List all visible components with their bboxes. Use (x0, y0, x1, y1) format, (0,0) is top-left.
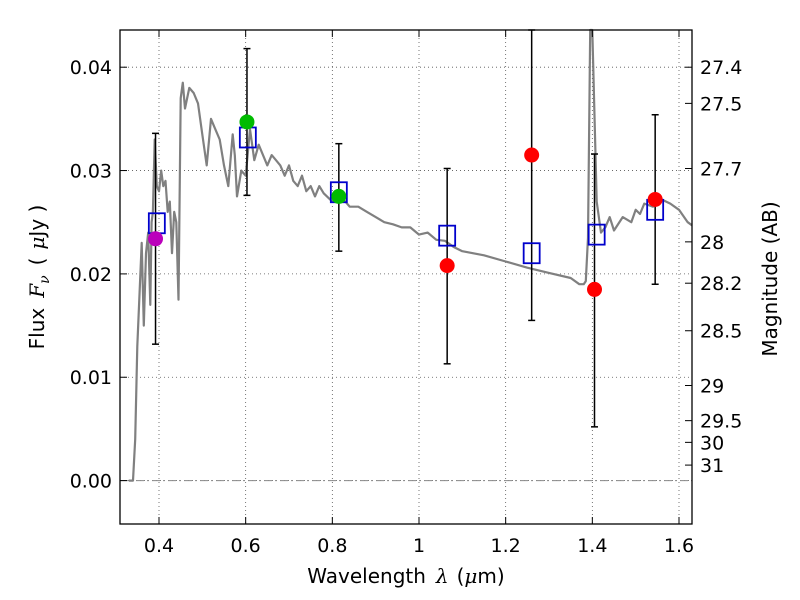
y2-tick-label: 27.5 (700, 93, 742, 115)
x-tick-label: 0.8 (317, 535, 347, 557)
model-photometry-square (522, 242, 541, 265)
observed-data-point (647, 191, 663, 207)
x-tick-label: 0.4 (144, 535, 174, 557)
y2-tick-label: 29 (700, 376, 724, 398)
plot-frame (119, 29, 693, 525)
observed-data-point (587, 281, 602, 297)
model-photometry-square (438, 224, 457, 247)
y2-tick-label: 28.5 (700, 321, 742, 343)
y-axis-label: FluxFν(μJy ) (25, 205, 53, 350)
model-photometry-square (587, 223, 606, 246)
x-tick-label: 1.4 (577, 535, 607, 557)
observed-data-point (239, 114, 255, 130)
observed-data-point (148, 231, 164, 247)
x-tick-label: 1.6 (664, 535, 694, 557)
y-tick-label: 0.02 (70, 264, 112, 286)
x-tick-label: 1 (413, 535, 425, 557)
y2-tick-label: 27.4 (700, 57, 742, 79)
y-tick-label: 0.01 (70, 367, 112, 389)
observed-data-point (331, 188, 347, 204)
y2-tick-label: 27.7 (700, 158, 742, 180)
y2-tick-label: 31 (700, 455, 724, 477)
y2-tick-label: 28 (700, 232, 724, 254)
observed-data-point (524, 147, 540, 163)
observed-data-point (439, 258, 455, 274)
y2-tick-label: 28.2 (700, 273, 742, 295)
x-axis-label: Wavelength λ (μm) (307, 564, 504, 588)
x-tick-label: 1.2 (491, 535, 521, 557)
y2-tick-label: 29.5 (700, 411, 742, 433)
plot-area (128, 28, 693, 482)
y-tick-label: 0.00 (70, 471, 112, 493)
axes-ticks: 0.4 0.6 0.8 1 1.2 1.4 1.6 0.00 0.01 0.02 0.03 0.04 2… (70, 30, 742, 557)
y2-tick-label: 30 (700, 432, 724, 454)
y-tick-label: 0.03 (70, 161, 112, 183)
x-tick-label: 0.6 (231, 535, 261, 557)
secondary-y-axis-label: Magnitude (AB) (758, 201, 782, 356)
y-tick-label: 0.04 (70, 57, 112, 79)
